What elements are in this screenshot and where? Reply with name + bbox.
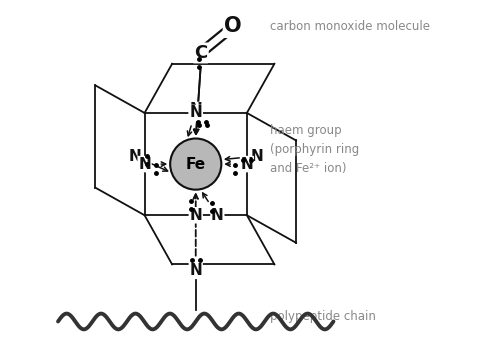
Text: N: N — [190, 105, 202, 120]
Text: N: N — [211, 208, 224, 223]
Text: N: N — [138, 157, 151, 172]
Text: carbon monoxide molecule: carbon monoxide molecule — [269, 20, 430, 33]
Text: N: N — [240, 157, 253, 172]
Text: N: N — [190, 208, 202, 223]
Text: N: N — [190, 263, 202, 278]
Text: N: N — [251, 149, 263, 164]
Text: haem group
(porphyrin ring
and Fe²⁺ ion): haem group (porphyrin ring and Fe²⁺ ion) — [269, 124, 359, 175]
Text: C: C — [194, 44, 207, 62]
Text: O: O — [224, 16, 242, 36]
Text: Fe: Fe — [186, 157, 206, 172]
Text: N: N — [128, 149, 141, 164]
Circle shape — [170, 139, 221, 190]
Text: N: N — [190, 102, 202, 118]
Text: polypeptide chain: polypeptide chain — [269, 310, 375, 323]
